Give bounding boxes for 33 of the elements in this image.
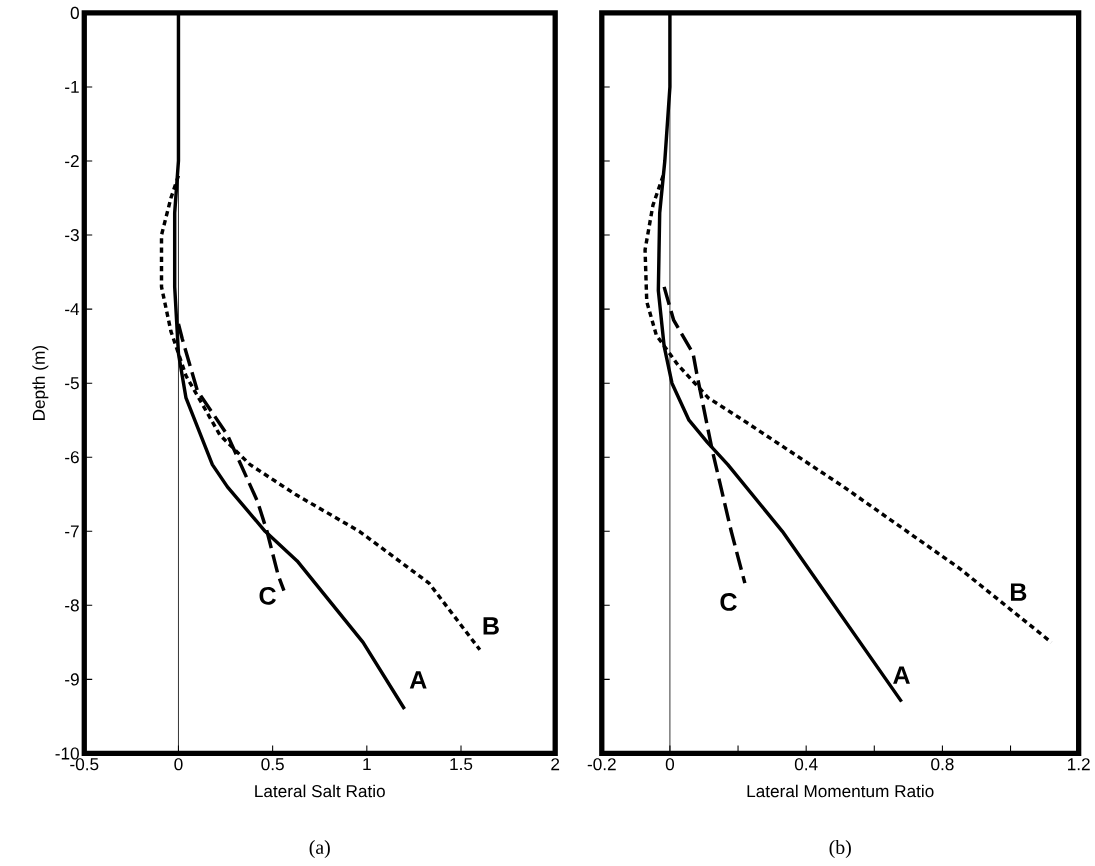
x-tick-label: 0.8 xyxy=(931,757,954,771)
x-tick-label: -0.2 xyxy=(587,757,616,771)
x-tick-label: 0 xyxy=(174,757,183,771)
y-tick-label: -6 xyxy=(65,450,79,464)
y-tick-label: -10 xyxy=(55,747,79,760)
x-tick-label: 1 xyxy=(363,757,371,770)
x-tick-label: 1.2 xyxy=(1068,757,1090,770)
y-tick-label: -5 xyxy=(65,376,79,389)
y-tick-label: -9 xyxy=(65,673,79,686)
y-tick-label: -2 xyxy=(65,154,79,167)
series-label: A xyxy=(893,666,910,684)
text: (b) xyxy=(829,839,851,858)
x-tick-label: 0.5 xyxy=(261,757,284,771)
x-tick-label: 0 xyxy=(665,757,675,771)
y-tick-label: -3 xyxy=(65,228,79,241)
y-tick-label: 0 xyxy=(70,6,79,19)
series-label: B xyxy=(1010,583,1027,601)
series-label: C xyxy=(720,592,737,611)
x-tick-label: 0.4 xyxy=(794,757,818,771)
y-tick-label: -7 xyxy=(65,525,79,537)
x-tick-label: 2 xyxy=(551,757,560,770)
x-tick-label: -0.5 xyxy=(70,757,99,771)
x-axis-title: Lateral Salt Ratio xyxy=(255,784,385,798)
series-label: B xyxy=(483,617,499,635)
series-label: A xyxy=(409,670,427,689)
y-tick-label: -8 xyxy=(65,599,79,612)
x-tick-label: 1.5 xyxy=(450,757,473,770)
y-tick-label: -4 xyxy=(65,302,80,315)
y-tick-label: -1 xyxy=(65,80,79,93)
y-axis-title: Depth (m) xyxy=(32,345,49,420)
x-axis-title: Lateral Momentum Ratio xyxy=(747,784,934,798)
series-label: C xyxy=(259,586,276,605)
text: (a) xyxy=(309,839,330,858)
